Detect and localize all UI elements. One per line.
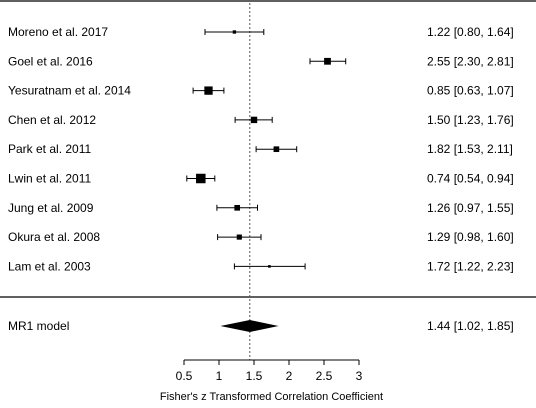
ci-text: 1.29 [0.98, 1.60] xyxy=(427,230,514,244)
ci-text: 0.85 [0.63, 1.07] xyxy=(427,84,514,98)
x-tick-label: 3 xyxy=(356,369,363,383)
study-label: Lwin et al. 2011 xyxy=(8,172,91,186)
point-estimate xyxy=(234,204,241,211)
ci-text: 1.50 [1.23, 1.76] xyxy=(427,113,514,127)
study-row: Lwin et al. 2011 0.74 [0.54, 0.94] xyxy=(8,172,514,186)
point-estimate xyxy=(196,173,206,184)
point-estimate xyxy=(273,146,280,153)
x-axis: 0.5 1 1.5 2 2.5 3 Fisher's z Transformed Corre… xyxy=(160,359,383,403)
point-estimate xyxy=(232,30,237,34)
point-estimate xyxy=(204,86,213,95)
x-tick-label: 1.5 xyxy=(246,369,263,383)
x-axis-title: Fisher's z Transformed Correlation Coeff… xyxy=(160,391,383,403)
study-label: Okura et al. 2008 xyxy=(8,230,100,244)
ci-text: 1.72 [1.22, 2.23] xyxy=(427,259,514,273)
point-estimate xyxy=(236,234,242,240)
x-tick-label: 2.5 xyxy=(316,369,333,383)
study-label: Yesuratnam et al. 2014 xyxy=(8,84,131,98)
study-row: Goel et al. 2016 2.55 [2.30, 2.81] xyxy=(8,54,514,68)
ci-text: 2.55 [2.30, 2.81] xyxy=(427,54,514,68)
summary-label: MR1 model xyxy=(8,319,69,333)
study-label: Lam et al. 2003 xyxy=(8,259,91,273)
x-tick-label: 0.5 xyxy=(176,369,193,383)
study-row: Jung et al. 2009 1.26 [0.97, 1.55] xyxy=(8,201,514,215)
ci-text: 1.22 [0.80, 1.64] xyxy=(427,25,514,39)
summary-diamond xyxy=(220,320,279,332)
ci-text: 0.74 [0.54, 0.94] xyxy=(427,172,514,186)
study-label: Goel et al. 2016 xyxy=(8,54,93,68)
study-row: Yesuratnam et al. 2014 0.85 [0.63, 1.07] xyxy=(8,84,514,98)
summary-ci-text: 1.44 [1.02, 1.85] xyxy=(427,319,514,333)
study-row: Okura et al. 2008 1.29 [0.98, 1.60] xyxy=(8,230,514,244)
point-estimate xyxy=(268,265,271,268)
study-row: Chen et al. 2012 1.50 [1.23, 1.76] xyxy=(8,113,514,127)
study-label: Park et al. 2011 xyxy=(8,142,91,156)
study-label: Chen et al. 2012 xyxy=(8,113,96,127)
x-tick-label: 2 xyxy=(286,369,293,383)
ci-text: 1.26 [0.97, 1.55] xyxy=(427,201,514,215)
study-label: Moreno et al. 2017 xyxy=(8,25,108,39)
x-tick-label: 1 xyxy=(216,369,223,383)
point-estimate xyxy=(324,57,331,65)
study-label: Jung et al. 2009 xyxy=(8,201,94,215)
ci-text: 1.82 [1.53, 2.11] xyxy=(427,142,513,156)
study-row: Lam et al. 2003 1.72 [1.22, 2.23] xyxy=(8,259,514,273)
summary-row: MR1 model 1.44 [1.02, 1.85] xyxy=(8,319,514,333)
point-estimate xyxy=(250,116,258,124)
study-row: Park et al. 2011 1.82 [1.53, 2.11] xyxy=(8,142,513,156)
study-row: Moreno et al. 2017 1.22 [0.80, 1.64] xyxy=(8,25,514,39)
